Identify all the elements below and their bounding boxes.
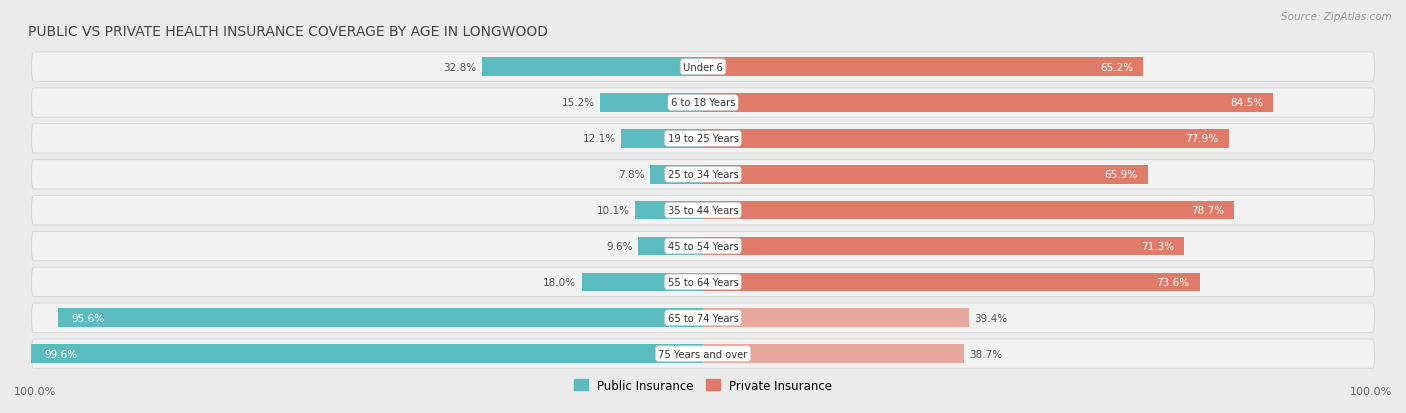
Text: 100.0%: 100.0% — [14, 387, 56, 396]
Bar — [703, 273, 1199, 292]
FancyBboxPatch shape — [31, 124, 1375, 154]
Text: 38.7%: 38.7% — [970, 349, 1002, 359]
FancyBboxPatch shape — [31, 339, 1375, 368]
Text: 99.6%: 99.6% — [45, 349, 77, 359]
Text: 19 to 25 Years: 19 to 25 Years — [668, 134, 738, 144]
Bar — [636, 201, 703, 220]
Bar — [638, 237, 703, 256]
Bar — [703, 166, 1147, 184]
Text: 55 to 64 Years: 55 to 64 Years — [668, 277, 738, 287]
Text: 73.6%: 73.6% — [1157, 277, 1189, 287]
Text: 65.9%: 65.9% — [1105, 170, 1137, 180]
FancyBboxPatch shape — [31, 53, 1375, 82]
Text: 45 to 54 Years: 45 to 54 Years — [668, 242, 738, 252]
Text: 18.0%: 18.0% — [543, 277, 576, 287]
Text: 71.3%: 71.3% — [1140, 242, 1174, 252]
Text: 25 to 34 Years: 25 to 34 Years — [668, 170, 738, 180]
Legend: Public Insurance, Private Insurance: Public Insurance, Private Insurance — [574, 379, 832, 392]
Bar — [703, 94, 1274, 113]
Bar — [621, 130, 703, 148]
Text: 35 to 44 Years: 35 to 44 Years — [668, 206, 738, 216]
Text: 39.4%: 39.4% — [974, 313, 1008, 323]
Text: 7.8%: 7.8% — [619, 170, 645, 180]
Bar — [600, 94, 703, 113]
Text: 84.5%: 84.5% — [1230, 98, 1263, 108]
FancyBboxPatch shape — [31, 268, 1375, 297]
Text: 78.7%: 78.7% — [1191, 206, 1225, 216]
Text: 9.6%: 9.6% — [606, 242, 633, 252]
Bar — [582, 273, 703, 292]
Bar — [651, 166, 703, 184]
Text: 75 Years and over: 75 Years and over — [658, 349, 748, 359]
Bar — [703, 344, 965, 363]
Bar — [703, 201, 1234, 220]
Text: PUBLIC VS PRIVATE HEALTH INSURANCE COVERAGE BY AGE IN LONGWOOD: PUBLIC VS PRIVATE HEALTH INSURANCE COVER… — [28, 25, 548, 39]
Text: 65 to 74 Years: 65 to 74 Years — [668, 313, 738, 323]
Bar — [703, 58, 1143, 77]
Text: 95.6%: 95.6% — [72, 313, 104, 323]
Text: Source: ZipAtlas.com: Source: ZipAtlas.com — [1281, 12, 1392, 22]
Bar — [31, 344, 703, 363]
Text: 6 to 18 Years: 6 to 18 Years — [671, 98, 735, 108]
Text: 32.8%: 32.8% — [443, 62, 477, 72]
Bar — [703, 237, 1184, 256]
Bar — [703, 309, 969, 328]
Text: Under 6: Under 6 — [683, 62, 723, 72]
Text: 12.1%: 12.1% — [583, 134, 616, 144]
Text: 65.2%: 65.2% — [1099, 62, 1133, 72]
FancyBboxPatch shape — [31, 88, 1375, 118]
FancyBboxPatch shape — [31, 232, 1375, 261]
FancyBboxPatch shape — [31, 160, 1375, 190]
Text: 77.9%: 77.9% — [1185, 134, 1219, 144]
FancyBboxPatch shape — [31, 196, 1375, 225]
Bar — [58, 309, 703, 328]
Bar — [703, 130, 1229, 148]
Text: 10.1%: 10.1% — [596, 206, 630, 216]
Text: 100.0%: 100.0% — [1350, 387, 1392, 396]
Text: 15.2%: 15.2% — [562, 98, 595, 108]
FancyBboxPatch shape — [31, 303, 1375, 333]
Bar — [482, 58, 703, 77]
